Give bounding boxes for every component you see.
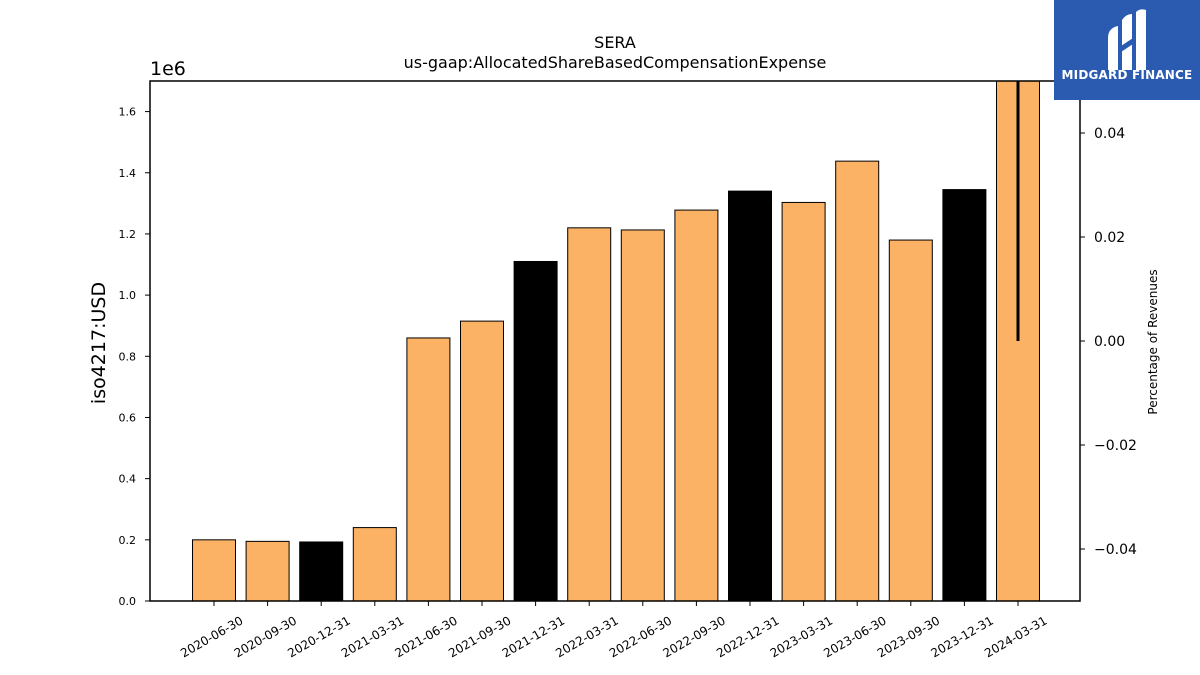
bar-2022-12-31 [728,190,772,602]
y2-tick-label: 0.00 [1094,334,1125,350]
bar-2021-09-30 [460,320,504,602]
bar-2021-03-31 [352,527,397,602]
y2-tick-label: 0.02 [1094,230,1125,246]
y-tick-label: 1.4 [119,167,137,180]
y2-tick-label: 0.04 [1094,126,1125,142]
bar-2022-03-31 [567,227,612,602]
y-tick-label: 0.8 [119,350,137,363]
midgard-logo-icon [1108,9,1146,71]
bar-2020-09-30 [245,540,290,602]
y-tick-label: 1.2 [119,228,137,241]
y-tick-label: 1.6 [119,106,137,119]
logo-text: MIDGARD FINANCE [1061,68,1193,82]
bar-2023-03-31 [781,201,826,602]
bar-2020-06-30 [192,539,236,602]
y-tick-label: 1.0 [119,289,137,302]
y-tick-label: 0.6 [119,411,137,424]
bar-2023-09-30 [888,239,933,602]
bar-2021-06-30 [406,337,451,602]
bar-2023-12-31 [942,189,987,602]
y-axis-label: iso4217:USD [88,282,110,404]
bar-2022-06-30 [620,229,665,602]
y2-tick-label: −0.02 [1094,438,1137,454]
chart-subtitle: us-gaap:AllocatedShareBasedCompensationE… [404,53,827,72]
y-tick-label: 0.2 [119,534,137,547]
y-tick-label: 0.0 [119,595,137,608]
midgard-finance-logo: MIDGARD FINANCE [1054,0,1200,100]
bar-2020-12-31 [299,541,344,602]
y-tick-label: 0.4 [119,473,137,486]
plot-frame [149,80,1081,602]
y-offset-label: 1e6 [150,58,186,80]
y2-axis-label: Percentage of Revenues [1146,269,1160,414]
bar-2022-09-30 [674,209,719,602]
chart-title: SERA [594,33,636,52]
y2-tick-label: −0.04 [1094,542,1137,558]
bar-2021-12-31 [513,260,558,602]
bar-2023-06-30 [835,160,880,602]
